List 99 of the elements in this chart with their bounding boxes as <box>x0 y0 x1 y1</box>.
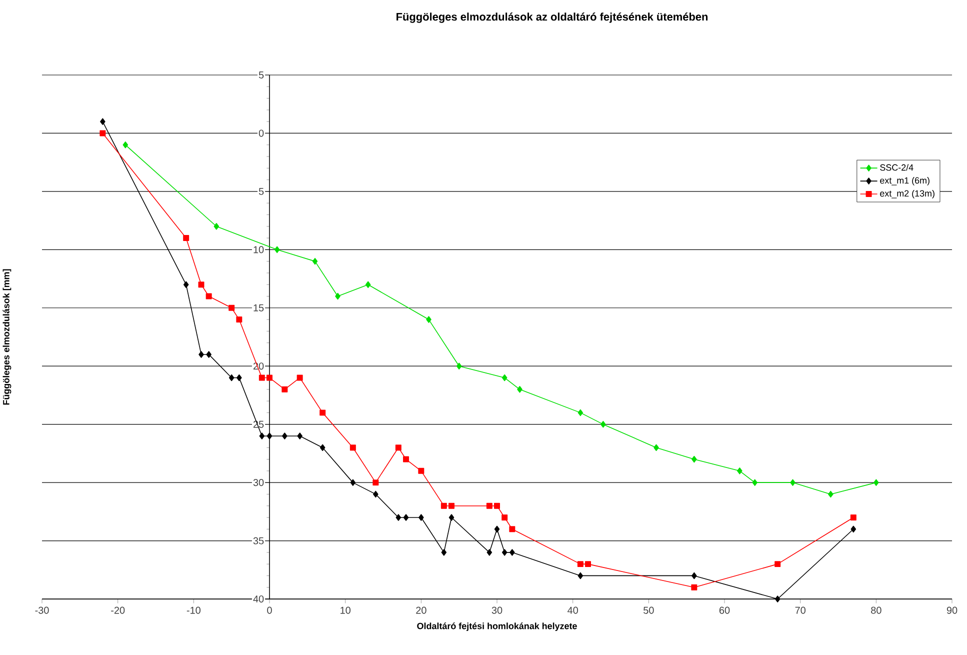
point <box>494 502 500 509</box>
point <box>282 432 288 440</box>
point <box>486 502 492 509</box>
point <box>236 374 242 382</box>
point <box>206 351 212 358</box>
point <box>774 561 781 568</box>
legend-label: SSC-2/4 <box>880 164 914 171</box>
point <box>296 374 303 381</box>
point <box>502 549 508 556</box>
point <box>266 432 272 440</box>
point <box>585 561 591 568</box>
point <box>456 362 462 370</box>
point <box>214 222 220 230</box>
y-tick-label: 5 <box>258 72 264 78</box>
point <box>517 386 522 393</box>
point <box>122 141 128 148</box>
point <box>312 258 318 265</box>
point <box>448 514 454 521</box>
y-tick-label: 30 <box>253 479 264 486</box>
legend-label: ext_m2 (13m) <box>880 190 934 198</box>
point <box>228 374 234 382</box>
point <box>509 526 516 532</box>
x-tick-label: -10 <box>186 606 200 614</box>
point <box>350 479 356 486</box>
point <box>502 514 508 520</box>
y-axis-title: Függöleges elmozdulások [mm] <box>2 269 12 405</box>
point <box>395 444 402 451</box>
y-tick-label: 5 <box>258 188 264 195</box>
point <box>372 480 379 486</box>
x-tick-label: 50 <box>644 606 654 614</box>
x-tick-label: -20 <box>111 606 125 614</box>
y-tick-label: 40 <box>253 595 264 603</box>
y-tick-label: 10 <box>254 246 264 254</box>
point <box>692 456 697 463</box>
point <box>850 526 856 533</box>
point <box>373 490 378 498</box>
point <box>578 572 584 580</box>
point <box>259 432 265 440</box>
point <box>850 514 856 520</box>
point <box>274 246 280 254</box>
point <box>100 118 106 125</box>
point <box>691 584 698 590</box>
point <box>365 281 371 288</box>
point <box>100 130 106 136</box>
x-tick-label: 0 <box>267 606 272 614</box>
point <box>335 292 340 300</box>
point <box>198 351 204 358</box>
chart-title: Függöleges elmozdulások az oldaltáró fejtésének ütemében <box>396 12 708 23</box>
point <box>320 444 326 452</box>
x-tick-label: 90 <box>946 606 958 614</box>
point <box>228 304 235 311</box>
x-tick-label: 60 <box>719 606 730 614</box>
point <box>790 479 796 486</box>
point <box>874 479 879 486</box>
point <box>828 490 834 498</box>
x-tick-label: 20 <box>416 606 426 614</box>
point <box>236 316 242 323</box>
point <box>426 316 432 323</box>
point <box>494 526 500 533</box>
point <box>183 235 190 242</box>
point <box>320 410 326 416</box>
legend-label: ext_m1 (6m) <box>880 177 930 186</box>
point <box>737 468 742 474</box>
point <box>297 432 302 440</box>
x-tick-label: 70 <box>795 606 806 614</box>
point <box>654 444 659 452</box>
y-tick-label: 15 <box>254 304 264 312</box>
point <box>510 549 515 556</box>
x-tick-label: 80 <box>871 606 882 614</box>
point <box>486 549 492 556</box>
point <box>692 572 697 580</box>
point <box>403 456 409 462</box>
point <box>282 386 288 392</box>
point <box>396 514 402 521</box>
x-tick-label: 10 <box>340 606 350 614</box>
point <box>418 468 424 474</box>
point <box>198 282 204 288</box>
point <box>183 281 189 288</box>
point <box>578 409 584 416</box>
x-tick-label: 40 <box>568 606 578 614</box>
point <box>266 374 272 381</box>
point <box>418 514 424 521</box>
y-tick-label: 0 <box>258 130 264 137</box>
x-axis-title: Oldaltáró fejtési homlokának helyzete <box>417 622 577 631</box>
point <box>752 479 758 486</box>
point <box>206 293 212 300</box>
point <box>441 549 447 556</box>
point <box>600 420 606 428</box>
point <box>502 374 508 382</box>
x-tick-label: -30 <box>35 606 49 614</box>
point <box>403 514 409 521</box>
point <box>440 502 447 509</box>
x-tick-label: 30 <box>492 606 502 614</box>
point <box>258 374 265 381</box>
y-tick-label: 35 <box>253 537 264 544</box>
point <box>448 502 454 509</box>
point <box>350 444 356 451</box>
point <box>774 596 780 602</box>
point <box>577 561 584 568</box>
